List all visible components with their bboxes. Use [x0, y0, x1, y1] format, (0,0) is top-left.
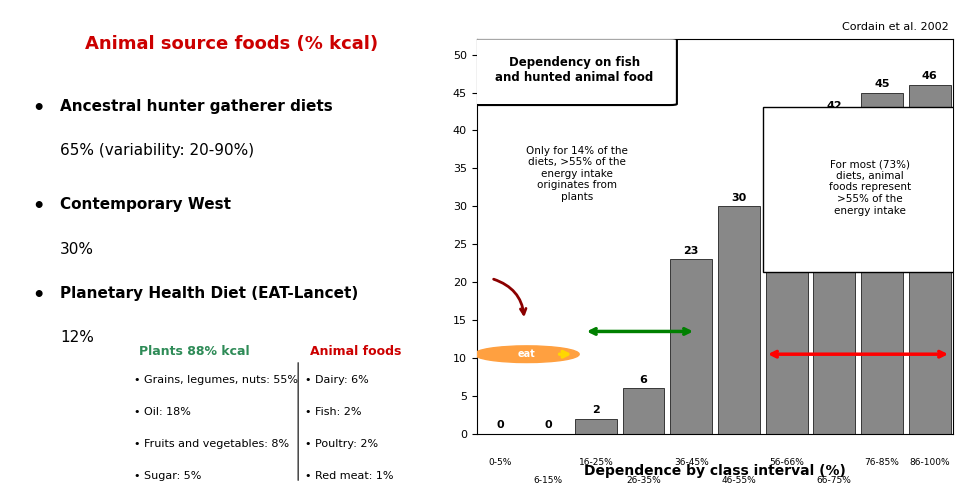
Text: 23: 23 — [684, 246, 699, 255]
Text: 42: 42 — [826, 102, 842, 111]
Text: 86-100%: 86-100% — [909, 458, 950, 467]
Bar — [670, 259, 713, 434]
Text: • Poultry: 2%: • Poultry: 2% — [305, 439, 378, 449]
Bar — [861, 93, 903, 434]
Text: 45: 45 — [874, 79, 890, 89]
Text: Animal source foods (% kcal): Animal source foods (% kcal) — [85, 35, 377, 53]
Bar — [622, 388, 664, 434]
Text: •: • — [33, 197, 44, 216]
Text: • Oil: 18%: • Oil: 18% — [134, 407, 191, 417]
Text: 56-66%: 56-66% — [769, 458, 804, 467]
Text: Dependency on fish
and hunted animal food: Dependency on fish and hunted animal foo… — [495, 56, 654, 84]
Bar — [813, 115, 855, 434]
Text: 76-85%: 76-85% — [865, 458, 899, 467]
Text: 12%: 12% — [60, 330, 94, 345]
Text: 35: 35 — [779, 155, 794, 165]
Text: 66-75%: 66-75% — [817, 476, 851, 485]
Bar — [766, 169, 808, 434]
Text: •: • — [33, 286, 44, 305]
Circle shape — [475, 346, 579, 362]
Text: Contemporary West: Contemporary West — [60, 197, 231, 212]
Text: 0-5%: 0-5% — [489, 458, 512, 467]
Text: 6-15%: 6-15% — [534, 476, 562, 485]
Text: 0: 0 — [544, 420, 552, 430]
Text: Animal foods: Animal foods — [310, 345, 401, 358]
Text: Ancestral hunter gatherer diets: Ancestral hunter gatherer diets — [60, 99, 333, 113]
FancyBboxPatch shape — [763, 107, 963, 272]
Text: eat: eat — [518, 349, 535, 359]
Bar — [908, 85, 950, 434]
Text: 2: 2 — [592, 405, 600, 415]
Text: • Grains, legumes, nuts: 55%: • Grains, legumes, nuts: 55% — [134, 375, 299, 385]
Text: • Red meat: 1%: • Red meat: 1% — [305, 471, 394, 481]
Text: • Sugar: 5%: • Sugar: 5% — [134, 471, 201, 481]
FancyBboxPatch shape — [472, 38, 677, 105]
Bar — [717, 206, 760, 434]
Bar — [575, 419, 617, 434]
Text: • Fish: 2%: • Fish: 2% — [305, 407, 361, 417]
Text: For most (73%)
diets, animal
foods represent
>55% of the
energy intake: For most (73%) diets, animal foods repre… — [829, 159, 911, 215]
Text: 6: 6 — [639, 375, 647, 385]
Text: 30: 30 — [731, 192, 746, 203]
X-axis label: Dependence by class interval (%): Dependence by class interval (%) — [585, 464, 846, 478]
Text: 46-55%: 46-55% — [721, 476, 756, 485]
Text: 0: 0 — [497, 420, 505, 430]
Text: Only for 14% of the
diets, >55% of the
energy intake
originates from
plants: Only for 14% of the diets, >55% of the e… — [526, 145, 628, 202]
Text: Cordain et al. 2002: Cordain et al. 2002 — [842, 22, 949, 32]
Text: 16-25%: 16-25% — [579, 458, 613, 467]
Text: 26-35%: 26-35% — [626, 476, 661, 485]
Text: 46: 46 — [922, 71, 937, 81]
Text: • Fruits and vegetables: 8%: • Fruits and vegetables: 8% — [134, 439, 289, 449]
Text: 65% (variability: 20-90%): 65% (variability: 20-90%) — [60, 143, 254, 158]
Text: 36-45%: 36-45% — [674, 458, 709, 467]
Text: •: • — [33, 99, 44, 118]
Text: • Dairy: 6%: • Dairy: 6% — [305, 375, 369, 385]
Text: Planetary Health Diet (EAT-Lancet): Planetary Health Diet (EAT-Lancet) — [60, 286, 358, 301]
Text: 30%: 30% — [60, 242, 94, 256]
Text: Plants 88% kcal: Plants 88% kcal — [139, 345, 249, 358]
